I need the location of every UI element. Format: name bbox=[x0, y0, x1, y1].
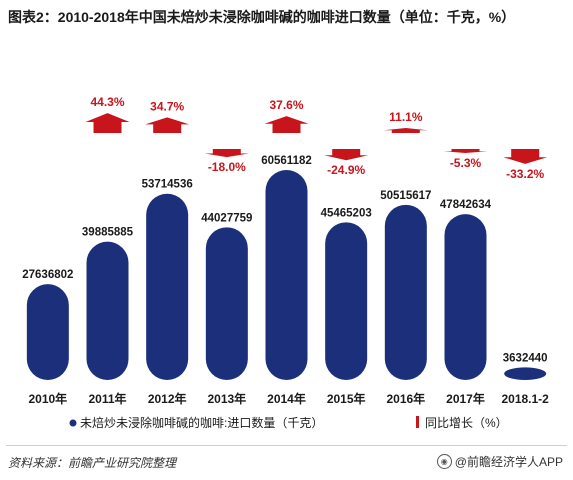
bars-layer bbox=[26, 169, 547, 380]
bar-value-label-4: 60561182 bbox=[261, 155, 312, 167]
legend-growth-label: 同比增长（%） bbox=[425, 416, 508, 430]
legend-growth-marker bbox=[416, 416, 419, 428]
footer-divider bbox=[6, 445, 567, 446]
growth-label-4: 37.6% bbox=[269, 98, 303, 112]
bar-value-label-8: 3632440 bbox=[503, 352, 548, 364]
legend-volume-label: 未焙炒未浸除咖啡碱的咖啡:进口数量（千克） bbox=[80, 415, 323, 430]
source-note: 资料来源：前瞻产业研究院整理 bbox=[8, 456, 177, 470]
growth-arrow-4 bbox=[264, 116, 309, 133]
category-label-4: 2014年 bbox=[267, 391, 306, 406]
legend-volume-marker bbox=[69, 419, 77, 427]
growth-label-5: -24.9% bbox=[327, 163, 365, 177]
bar-1 bbox=[86, 241, 129, 380]
arrows-layer bbox=[85, 113, 548, 164]
bar-8 bbox=[504, 367, 547, 380]
growth-arrow-2 bbox=[145, 117, 190, 133]
legend: 未焙炒未浸除咖啡碱的咖啡:进口数量（千克） 同比增长（%） bbox=[69, 415, 508, 430]
bar-value-label-1: 39885885 bbox=[82, 227, 134, 239]
bar-value-label-5: 45465203 bbox=[321, 207, 372, 219]
growth-label-7: -5.3% bbox=[450, 156, 482, 170]
growth-label-2: 34.7% bbox=[150, 99, 184, 113]
growth-label-6: 11.1% bbox=[389, 110, 423, 124]
growth-arrow-1 bbox=[85, 113, 130, 133]
bar-5 bbox=[325, 222, 368, 380]
growth-label-1: 44.3% bbox=[90, 95, 124, 109]
category-labels: 2010年 2011年 2012年 2013年 2014年 2015年 2016年 2017年… bbox=[28, 391, 549, 406]
bar-value-label-2: 53714536 bbox=[142, 179, 193, 191]
bar-7 bbox=[444, 214, 487, 380]
growth-arrow-8 bbox=[503, 149, 548, 164]
bar-0 bbox=[26, 284, 69, 380]
app-credit: ◉ @前瞻经济学人APP bbox=[436, 453, 563, 470]
bar-6 bbox=[384, 204, 427, 380]
category-label-8: 2018.1-2 bbox=[501, 392, 549, 406]
growth-arrow-3 bbox=[204, 149, 249, 158]
bar-2 bbox=[146, 193, 189, 380]
category-label-3: 2013年 bbox=[207, 391, 246, 406]
bar-value-label-3: 44027759 bbox=[201, 212, 252, 224]
app-logo-icon: ◉ bbox=[436, 454, 452, 469]
labels-layer: 27636802 39885885 44.3% 53714536 34.7% 440277… bbox=[22, 95, 547, 364]
chart-title: 图表2：2010-2018年中国未焙炒未浸除咖啡碱的咖啡进口数量（单位：千克，%… bbox=[8, 9, 516, 25]
bar-3 bbox=[205, 227, 248, 380]
category-label-1: 2011年 bbox=[88, 391, 126, 406]
bar-value-label-7: 47842634 bbox=[440, 199, 492, 211]
growth-arrow-5 bbox=[324, 149, 369, 161]
category-label-5: 2015年 bbox=[327, 391, 366, 406]
growth-label-8: -33.2% bbox=[506, 167, 544, 181]
app-credit-label: @前瞻经济学人APP bbox=[454, 455, 563, 469]
growth-arrow-7 bbox=[443, 149, 488, 153]
category-label-0: 2010年 bbox=[28, 391, 67, 406]
category-label-2: 2012年 bbox=[148, 391, 187, 406]
category-label-7: 2017年 bbox=[446, 391, 485, 406]
bar-value-label-0: 27636802 bbox=[22, 269, 73, 281]
category-label-6: 2016年 bbox=[386, 391, 425, 406]
bar-4 bbox=[265, 169, 308, 380]
growth-arrow-6 bbox=[383, 128, 428, 133]
bar-value-label-6: 50515617 bbox=[380, 190, 431, 202]
growth-label-3: -18.0% bbox=[208, 160, 246, 174]
